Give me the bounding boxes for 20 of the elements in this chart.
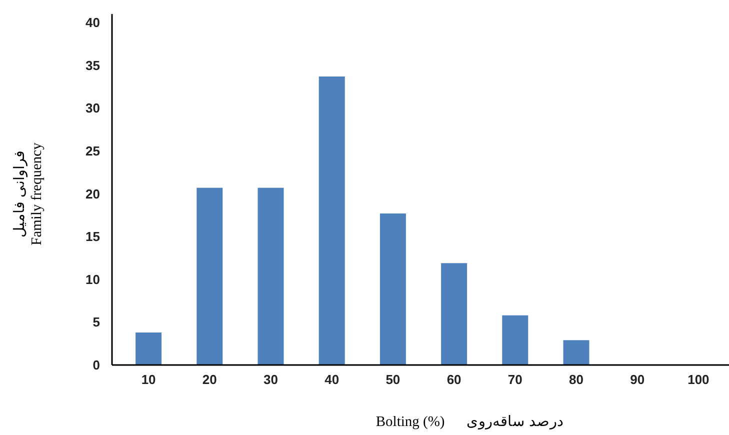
x-tick-label: 50 [386,372,400,387]
y-tick-label: 35 [86,58,100,73]
x-tick-label: 80 [569,372,584,387]
x-tick-label: 90 [630,372,645,387]
x-tick-label: 100 [688,372,710,387]
x-tick-label: 60 [446,372,462,387]
x-tick-label: 10 [141,372,156,387]
x-tick-label: 20 [202,372,217,387]
y-tick-label: 20 [86,186,100,202]
y-tick-label: 10 [86,272,100,287]
y-tick-label: 15 [86,229,100,244]
y-tick-label: 25 [86,143,100,158]
x-tick-label: 40 [324,372,340,387]
x-axis-title: Bolting (%) درصد ساقه‌روی [376,414,564,430]
y-tick-label: 5 [92,314,100,330]
y-tick-label: 0 [92,358,100,372]
y-tick-label: 30 [86,100,100,116]
x-tick-label: 30 [264,372,278,387]
y-tick-label: 40 [86,15,100,30]
x-tick-label: 70 [508,372,522,387]
